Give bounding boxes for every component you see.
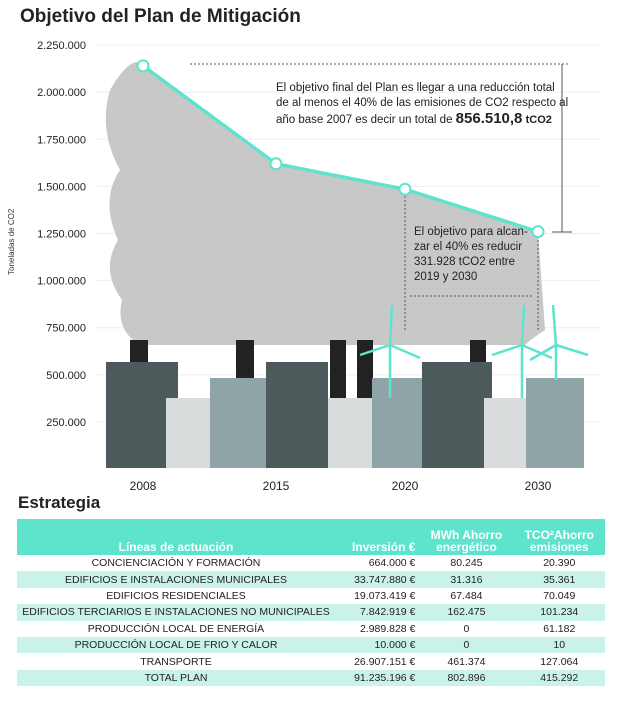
cell-inv: 10.000 € [335, 636, 420, 654]
data-point-2030 [531, 225, 545, 239]
cell-inv: 2.989.828 € [359, 622, 416, 635]
header-mwh: MWh Ahorro energético [419, 519, 514, 555]
cell-mwh: 0 [419, 636, 514, 654]
main-annotation: El objetivo final del Plan es llegar a u… [276, 81, 568, 128]
emissions-line [141, 64, 539, 234]
y-tick-label: 1.250.000 [37, 229, 86, 241]
annotation-text: de al menos el 40% de las emisiones de C… [276, 97, 569, 109]
cell-mwh: 162.475 [419, 604, 514, 621]
cell-inv: 33.747.880 € [335, 571, 420, 588]
cell-tco: 415.292 [513, 669, 605, 687]
emissions-chart: 2.250.000 2.000.000 1.750.000 1.500.000 1.25… [7, 40, 600, 490]
annotation-text: zar el 40% es reducir [414, 241, 523, 253]
cell-name: EDIFICIOS E INSTALACIONES MUNICIPALES [17, 571, 335, 588]
reduction-bracket [552, 64, 572, 233]
table-row: TRANSPORTE 26.907.151 € 461.374 127.064 [17, 653, 605, 669]
cell-tco: 35.361 [513, 571, 605, 588]
y-tick-label: 2.250.000 [37, 40, 86, 52]
y-tick-label: 1.750.000 [37, 134, 86, 146]
cell-name: PRODUCCIÓN LOCAL DE FRIO Y CALOR [17, 636, 335, 654]
y-tick-label: 250.000 [46, 417, 86, 429]
cell-name: TOTAL PLAN [17, 669, 335, 687]
table-row: EDIFICIOS E INSTALACIONES MUNICIPALES 33.… [17, 571, 605, 588]
cell-inv: 91.235.196 € [335, 669, 420, 687]
secondary-annotation: El objetivo para alcan- zar el 40% es re… [414, 225, 528, 285]
data-point-2015 [269, 157, 283, 171]
smoke-cloud [105, 62, 545, 345]
annotation-guides [190, 63, 570, 330]
cell-tco: 10 [513, 636, 605, 654]
cell-tco: 70.049 [543, 589, 576, 602]
x-tick-label: 2015 [263, 479, 290, 490]
cell-tco: 20.390 [543, 557, 576, 570]
annotation-text: 331.928 tCO2 entre [414, 256, 516, 268]
annotation-value: 856.510,8 [455, 110, 523, 127]
cell-mwh: 802.896 [419, 669, 514, 687]
data-point-2008 [136, 59, 150, 73]
cell-mwh: 31.316 [419, 571, 514, 588]
data-point-2020 [398, 182, 412, 196]
cell-inv: 19.073.419 € [354, 589, 416, 602]
annotation-text: El objetivo final del Plan es llegar a u… [276, 82, 555, 94]
strategy-table: Líneas de actuación Inversión € MWh Ahor… [17, 519, 605, 687]
table-row: CONCIENCIACIÓN Y FORMACIÓN 664.000 € 80.24… [17, 555, 605, 571]
header-lines: Líneas de actuación [17, 519, 335, 555]
table-row: PRODUCCIÓN LOCAL DE FRIO Y CALOR 10.000 €… [17, 636, 605, 654]
annotation-text: año base 2007 es decir un total de [276, 114, 453, 126]
cell-mwh: 0 [463, 622, 470, 635]
cell-mwh: 461.374 [447, 655, 486, 668]
header-tco2: TCO²Ahorro emisiones [513, 519, 605, 555]
x-tick-label: 2020 [392, 479, 419, 490]
table-row: EDIFICIOS TERCIARIOS E INSTALACIONES NO … [17, 604, 605, 621]
cell-tco: 127.064 [540, 655, 579, 668]
strategy-title: Estrategia [18, 493, 101, 512]
cell-mwh: 67.484 [450, 589, 483, 602]
cell-mwh: 80.245 [450, 557, 483, 570]
x-tick-label: 2030 [525, 479, 552, 490]
city-skyline [106, 304, 589, 468]
page-title: Objetivo del Plan de Mitigación [20, 6, 301, 27]
cell-inv: 7.842.919 € [335, 604, 420, 621]
cell-inv: 26.907.151 € [354, 655, 416, 668]
cell-name: EDIFICIOS RESIDENCIALES [106, 589, 246, 602]
table-row: EDIFICIOS RESIDENCIALES 19.073.419 € 67.48… [17, 588, 605, 604]
cell-tco: 61.182 [543, 622, 576, 635]
cell-name: TRANSPORTE [140, 655, 212, 668]
cell-name: EDIFICIOS TERCIARIOS E INSTALACIONES NO … [17, 604, 335, 621]
table-row: PRODUCCIÓN LOCAL DE ENERGÍA 2.989.828 € 0 6… [17, 621, 605, 637]
y-tick-label: 750.000 [46, 323, 86, 335]
cell-name: PRODUCCIÓN LOCAL DE ENERGÍA [87, 622, 265, 635]
y-tick-label: 2.000.000 [37, 87, 86, 99]
cell-tco: 101.234 [513, 604, 605, 621]
y-tick-label: 500.000 [46, 370, 86, 382]
header-investment: Inversión € [335, 519, 420, 555]
annotation-unit: tCO2 [525, 114, 552, 126]
cell-inv: 664.000 € [368, 557, 416, 570]
y-tick-label: 1.000.000 [37, 276, 86, 288]
y-tick-label: 1.500.000 [37, 181, 86, 193]
x-tick-label: 2008 [130, 479, 157, 490]
y-axis-label: Toneladas de CO2 [7, 208, 16, 275]
cell-name: CONCIENCIACIÓN Y FORMACIÓN [91, 557, 261, 570]
table-row: TOTAL PLAN 91.235.196 €802.896 415.292 [17, 669, 605, 687]
annotation-text: 2019 y 2030 [414, 271, 478, 283]
annotation-text: El objetivo para alcan- [414, 226, 528, 238]
